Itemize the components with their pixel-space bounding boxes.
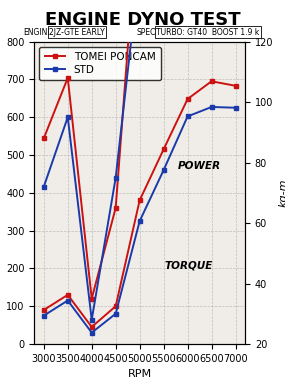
Legend: TOMEI PONCAM, STD: TOMEI PONCAM, STD bbox=[39, 47, 161, 81]
Text: 2JZ-GTE EARLY: 2JZ-GTE EARLY bbox=[49, 28, 105, 37]
Text: ENGINE DYNO TEST: ENGINE DYNO TEST bbox=[45, 11, 240, 29]
Text: POWER: POWER bbox=[178, 161, 221, 170]
X-axis label: RPM: RPM bbox=[128, 369, 152, 378]
Text: TURBO: GT40  BOOST 1.9 k: TURBO: GT40 BOOST 1.9 k bbox=[156, 28, 260, 37]
Text: TORQUE: TORQUE bbox=[165, 260, 213, 270]
Text: SPEC: SPEC bbox=[137, 28, 156, 37]
Text: ENGINE: ENGINE bbox=[23, 28, 52, 37]
Y-axis label: kg-m: kg-m bbox=[279, 178, 285, 207]
